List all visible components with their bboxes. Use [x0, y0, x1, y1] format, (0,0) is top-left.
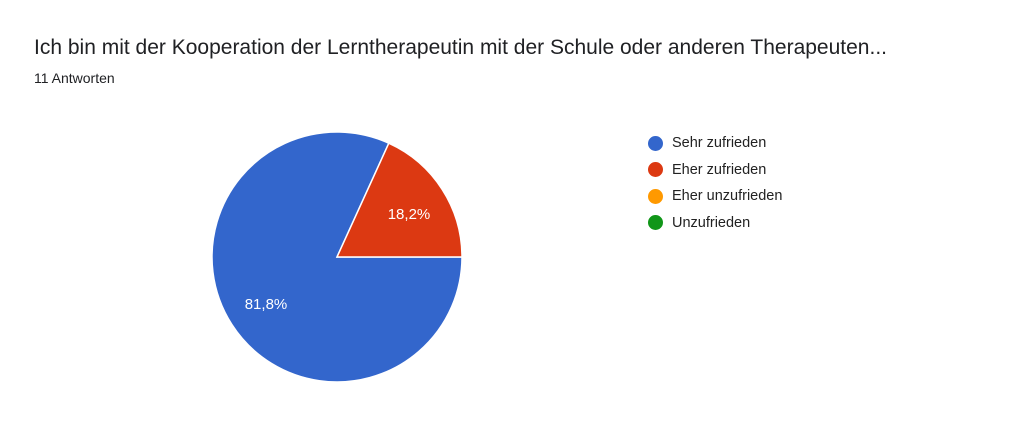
slice-label-sehr: 81,8% — [245, 296, 288, 313]
slice-eher-zufrieden[interactable] — [335, 142, 463, 258]
chart-title: Ich bin mit der Kooperation der Lernther… — [34, 36, 887, 59]
legend-label: Sehr zufrieden — [672, 135, 767, 152]
legend-item-sehr-zufrieden[interactable]: Sehr zufrieden — [648, 130, 782, 157]
legend-dot-icon — [648, 188, 663, 204]
legend-label: Eher zufrieden — [672, 161, 767, 178]
legend: Sehr zufrieden Eher zufrieden Eher unzuf… — [648, 130, 782, 236]
legend-item-eher-unzufrieden[interactable]: Eher unzufrieden — [648, 183, 782, 210]
legend-dot-icon — [648, 135, 663, 151]
legend-dot-icon — [648, 162, 663, 178]
legend-dot-icon — [648, 215, 663, 231]
response-count: 11 Antworten — [34, 70, 115, 86]
slice-label-eher: 18,2% — [388, 206, 431, 223]
legend-item-eher-zufrieden[interactable]: Eher zufrieden — [648, 157, 782, 184]
legend-label: Unzufrieden — [672, 214, 751, 231]
legend-item-unzufrieden[interactable]: Unzufrieden — [648, 210, 782, 237]
legend-label: Eher unzufrieden — [672, 188, 783, 205]
